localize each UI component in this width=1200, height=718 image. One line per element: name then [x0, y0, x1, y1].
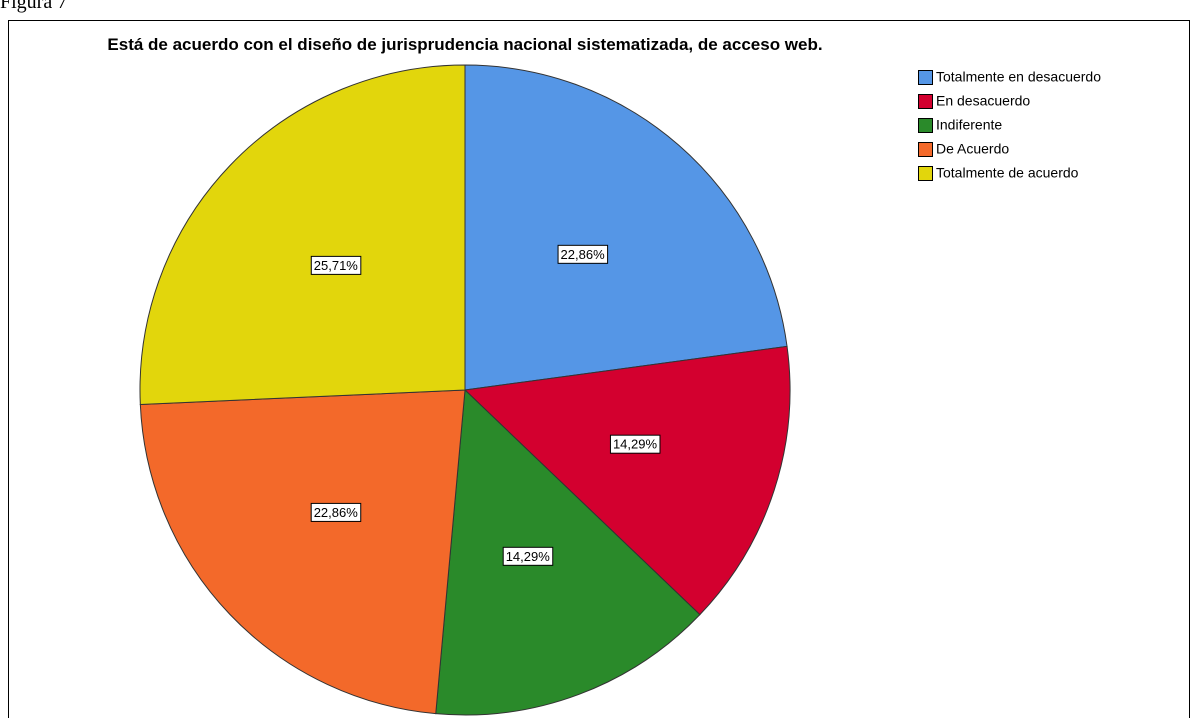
- pie-slice: [139, 64, 466, 405]
- legend-label: Totalmente en desacuerdo: [936, 69, 1101, 85]
- slice-label: 14,29%: [506, 549, 551, 564]
- figure-label: Figura 7: [0, 0, 67, 13]
- legend-label: De Acuerdo: [936, 141, 1009, 157]
- legend-label: Totalmente de acuerdo: [936, 165, 1079, 181]
- slice-label: 25,71%: [314, 258, 359, 273]
- legend: Totalmente en desacuerdo En desacuerdo Ind…: [918, 69, 1101, 181]
- slice-label-box: [310, 255, 362, 275]
- legend-swatch: [918, 94, 933, 109]
- slice-label: 22,86%: [314, 505, 359, 520]
- pie-slice: [463, 345, 791, 616]
- slice-label: 22,86%: [561, 247, 606, 262]
- pie-slice: [435, 388, 701, 716]
- legend-swatch: [918, 70, 933, 85]
- slice-label-box: [609, 434, 661, 454]
- legend-swatch: [918, 166, 933, 181]
- pie-slice: [464, 64, 788, 391]
- chart-title: Está de acuerdo con el diseño de jurispr…: [107, 35, 822, 54]
- legend-swatch: [918, 142, 933, 157]
- slice-labels: 22,86% 14,29% 14,29% 22,86% 25,71%: [310, 244, 661, 566]
- slice-label-box: [310, 502, 362, 522]
- legend-swatch: [918, 118, 933, 133]
- pie-slice: [139, 389, 466, 715]
- legend-label: En desacuerdo: [936, 93, 1030, 109]
- legend-label: Indiferente: [936, 117, 1002, 133]
- slice-label-box: [502, 546, 554, 566]
- pie: [139, 64, 791, 716]
- slice-label: 14,29%: [613, 437, 658, 452]
- slice-label-box: [557, 244, 609, 264]
